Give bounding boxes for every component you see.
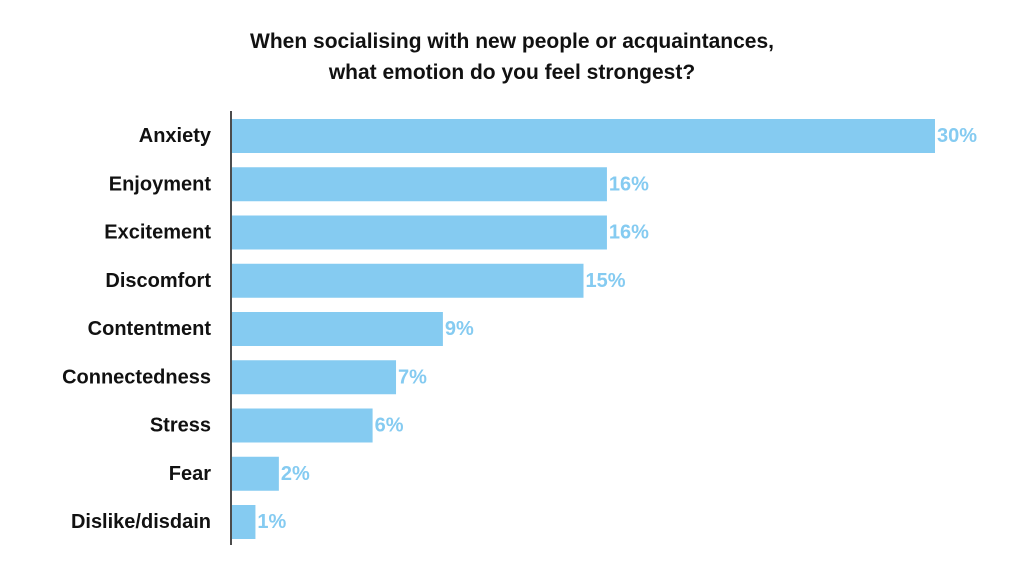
bar xyxy=(232,312,443,346)
category-label: Dislike/disdain xyxy=(71,511,211,533)
value-label: 16% xyxy=(609,173,649,195)
bar xyxy=(232,119,935,153)
bar xyxy=(232,505,256,539)
category-label: Contentment xyxy=(88,318,212,340)
value-label: 7% xyxy=(398,366,427,388)
category-label: Connectedness xyxy=(62,366,211,388)
bar xyxy=(232,456,279,491)
chart-title-line-2: what emotion do you feel strongest? xyxy=(328,61,696,84)
bar xyxy=(232,408,373,443)
category-label: Anxiety xyxy=(139,125,212,147)
bar xyxy=(232,360,397,395)
bar xyxy=(232,263,584,298)
bars-group: Anxiety 30% Enjoyment 16% Excitement 16% Disco… xyxy=(62,119,977,539)
value-label: 2% xyxy=(281,463,310,485)
category-label: Excitement xyxy=(104,222,211,244)
value-label: 30% xyxy=(937,125,977,147)
value-label: 15% xyxy=(586,270,626,292)
bar xyxy=(232,215,607,250)
category-label: Enjoyment xyxy=(109,173,212,195)
category-label: Fear xyxy=(169,463,211,485)
value-label: 6% xyxy=(375,415,404,437)
bar xyxy=(232,167,607,202)
chart-title: When socialising with new people or acqu… xyxy=(0,26,1024,88)
category-label: Stress xyxy=(150,415,211,437)
value-label: 9% xyxy=(445,318,474,340)
value-label: 16% xyxy=(609,222,649,244)
chart-title-line-1: When socialising with new people or acqu… xyxy=(250,30,774,53)
category-label: Discomfort xyxy=(105,270,211,292)
value-label: 1% xyxy=(257,511,286,533)
